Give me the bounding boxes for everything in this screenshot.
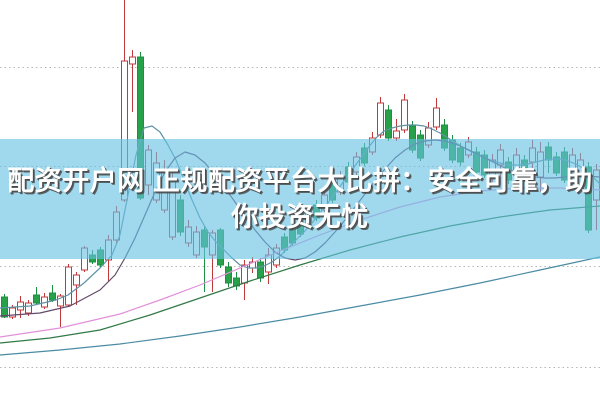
- page-title-line1: 配资开户网 正规配资平台大比拼：安全可靠，助: [7, 166, 593, 196]
- title-band: 配资开户网 正规配资平台大比拼：安全可靠，助 你投资无忧: [0, 139, 600, 259]
- page-title-line2: 你投资无忧: [231, 202, 369, 232]
